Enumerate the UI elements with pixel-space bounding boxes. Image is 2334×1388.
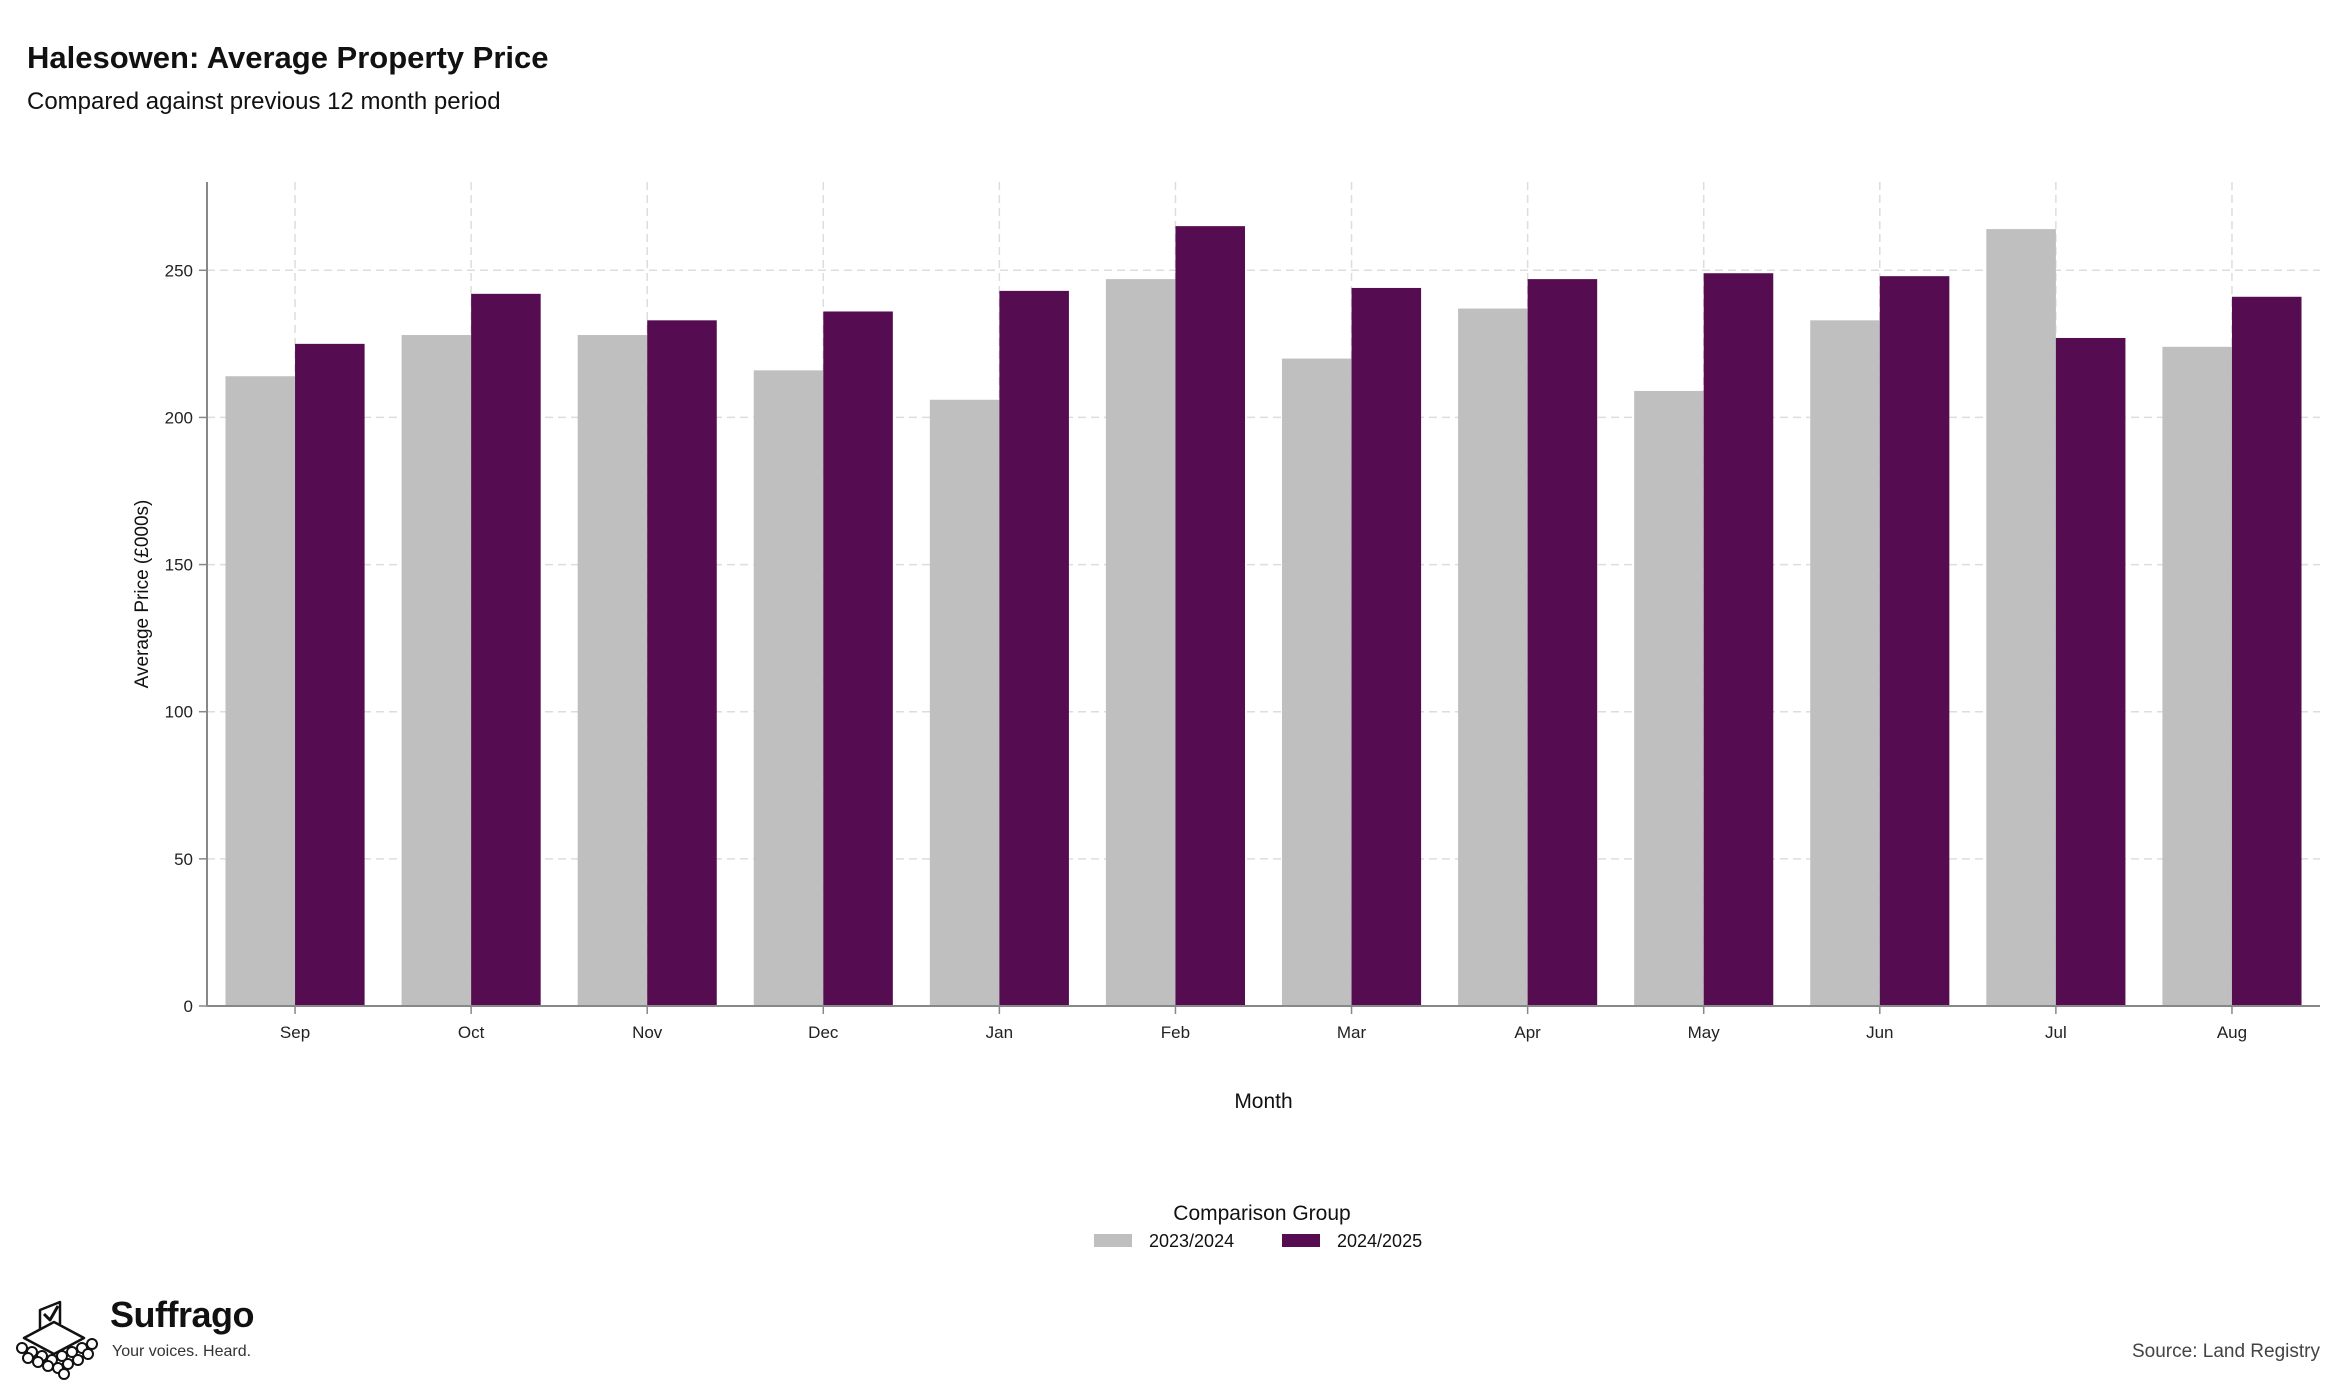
y-axis-title: Average Price (£000s)	[132, 500, 153, 689]
legend-title: Comparison Group	[1173, 1202, 1350, 1225]
legend-label-2024-2025: 2024/2025	[1337, 1231, 1422, 1251]
legend-label-2023-2024: 2023/2024	[1149, 1231, 1234, 1251]
y-tick-label: 0	[184, 997, 193, 1016]
bar-2024-2025-dec	[823, 311, 893, 1006]
x-tick-label: Jul	[2045, 1023, 2067, 1042]
brand-tagline: Your voices. Heard.	[112, 1343, 252, 1360]
axes: 0 50 100 150 200 250 Sep Oct Nov Dec Jan Feb Mar Apr M…	[132, 182, 2320, 1113]
bar-2023-2024-aug	[2162, 346, 2232, 1006]
x-tick-label: Sep	[280, 1023, 310, 1042]
y-tick-label: 150	[165, 556, 193, 575]
bar-2024-2025-sep	[295, 343, 365, 1006]
bar-2023-2024-sep	[225, 376, 296, 1006]
x-tick-label: Jan	[986, 1023, 1013, 1042]
ballot-box-icon	[16, 1300, 98, 1380]
x-tick-label: Nov	[632, 1023, 663, 1042]
x-tick-label: Jun	[1866, 1023, 1893, 1042]
legend-swatch-2023-2024	[1094, 1234, 1132, 1247]
legend-swatch-2024-2025	[1282, 1234, 1320, 1247]
brand: Suffrago Your voices. Heard.	[14, 1290, 274, 1380]
bar-2024-2025-feb	[1175, 226, 1246, 1007]
chart-subtitle: Compared against previous 12 month perio…	[27, 88, 501, 115]
brand-name: Suffrago	[110, 1294, 255, 1335]
bar-chart: 0 50 100 150 200 250 Sep Oct Nov Dec Jan Feb Mar Apr M…	[132, 182, 2320, 1251]
x-axis-title: Month	[1234, 1090, 1292, 1113]
x-tick-label: Mar	[1337, 1023, 1367, 1042]
bar-2023-2024-jun	[1810, 320, 1880, 1006]
bars	[225, 226, 2302, 1007]
y-tick-label: 200	[165, 408, 193, 427]
bar-2024-2025-aug	[2231, 296, 2302, 1006]
bar-2023-2024-jan	[929, 399, 1000, 1006]
chart-title: Halesowen: Average Property Price	[27, 40, 549, 75]
bar-2023-2024-apr	[1458, 308, 1528, 1006]
bar-2023-2024-mar	[1281, 358, 1352, 1007]
bar-2023-2024-feb	[1105, 279, 1176, 1007]
y-tick-label: 50	[174, 850, 193, 869]
bar-2023-2024-jul	[1986, 229, 2056, 1007]
bar-2023-2024-may	[1634, 390, 1704, 1006]
x-tick-label: Apr	[1514, 1023, 1541, 1042]
x-tick-label: Aug	[2217, 1023, 2247, 1042]
y-tick-label: 100	[165, 703, 193, 722]
bar-2024-2025-mar	[1351, 287, 1422, 1006]
source-note: Source: Land Registry	[2132, 1341, 2320, 1362]
bar-2024-2025-nov	[647, 320, 717, 1006]
x-tick-label: Feb	[1161, 1023, 1190, 1042]
x-tick-label: Dec	[808, 1023, 839, 1042]
bar-2024-2025-oct	[471, 293, 541, 1006]
bar-2023-2024-nov	[577, 335, 648, 1006]
bar-2024-2025-jan	[999, 290, 1069, 1006]
bar-2023-2024-dec	[753, 370, 824, 1006]
bar-2023-2024-oct	[401, 335, 472, 1006]
bar-2024-2025-may	[1703, 273, 1774, 1006]
y-tick-label: 250	[165, 261, 193, 280]
legend: Comparison Group 2023/2024 2024/2025	[1094, 1202, 1422, 1251]
x-tick-label: May	[1688, 1023, 1721, 1042]
bar-2024-2025-jun	[1879, 276, 1950, 1007]
x-tick-label: Oct	[458, 1023, 485, 1042]
bar-2024-2025-jul	[2055, 337, 2126, 1006]
bar-2024-2025-apr	[1527, 279, 1598, 1007]
